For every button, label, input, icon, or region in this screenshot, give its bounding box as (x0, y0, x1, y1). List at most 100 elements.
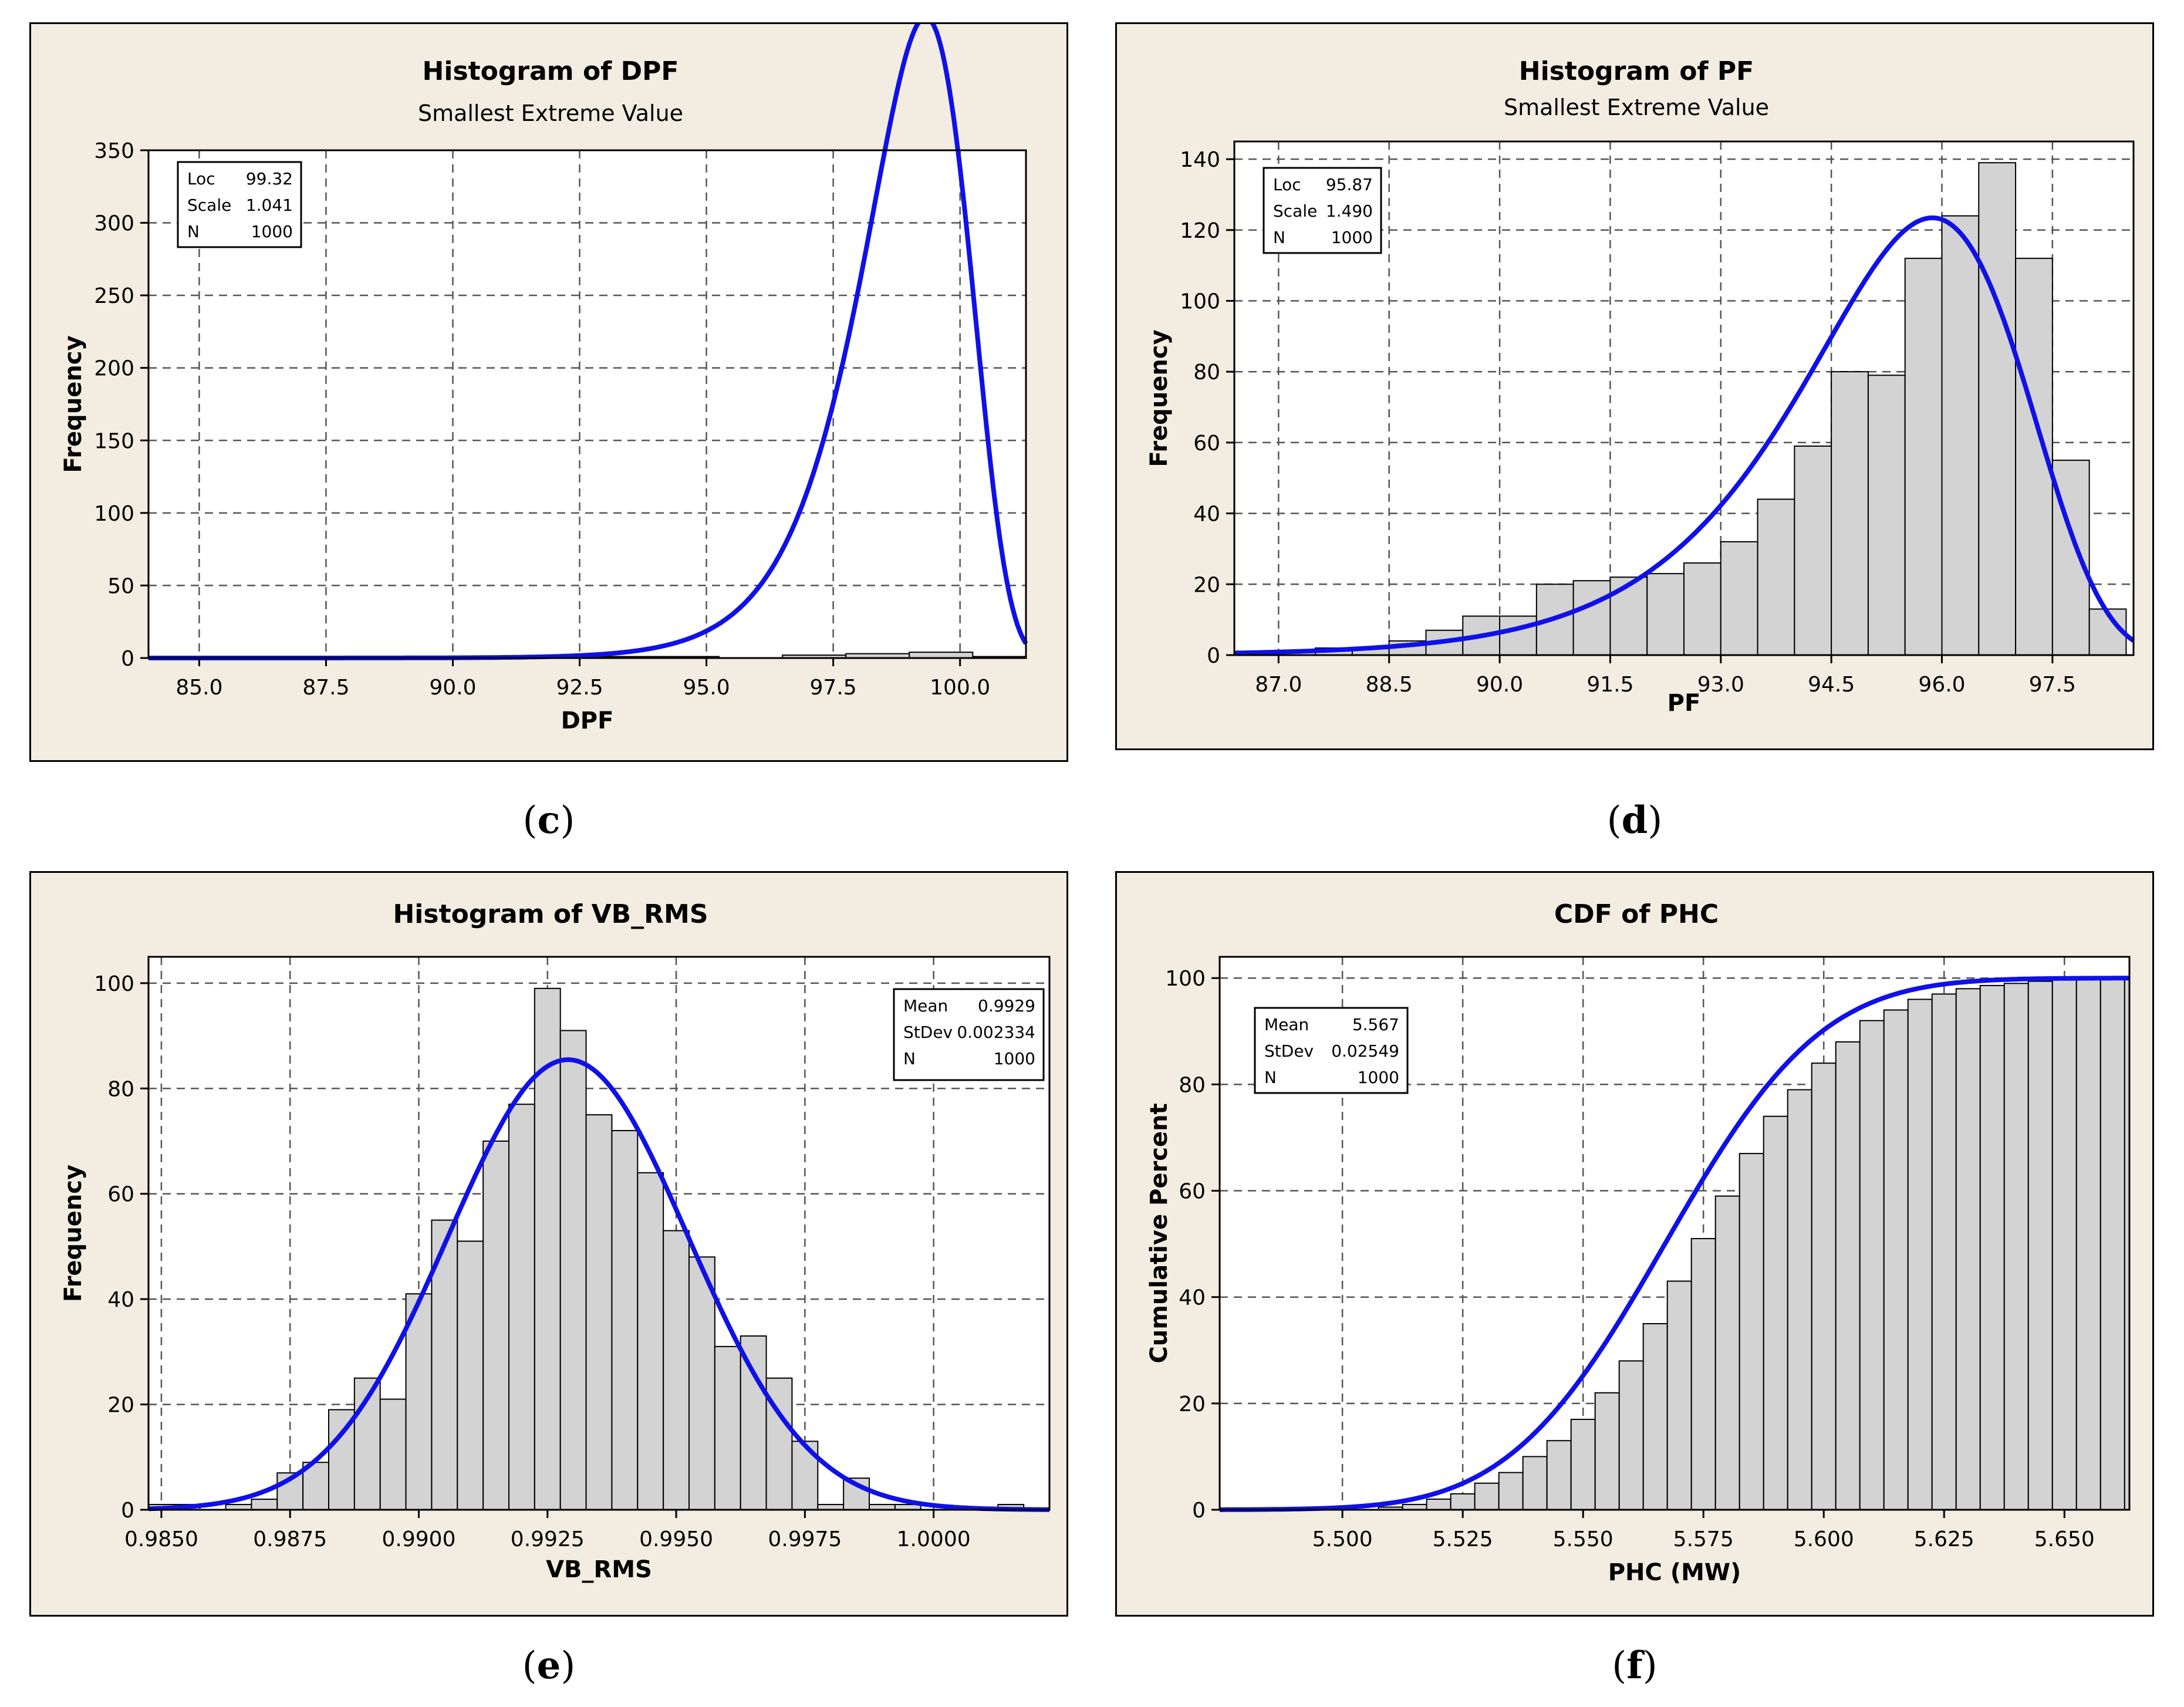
stats-label: StDev (903, 1023, 953, 1042)
histogram-bar (663, 1230, 690, 1510)
y-tick-label: 0 (1207, 644, 1220, 668)
y-tick-label: 0 (121, 1499, 134, 1523)
y-tick-label: 0 (121, 647, 134, 671)
histogram-bar (1978, 162, 2017, 656)
stats-value: 1000 (994, 1049, 1035, 1068)
x-tick-label: 96.0 (1918, 673, 1965, 697)
histogram-bar (1594, 1392, 1620, 1510)
fitted-curve (148, 1057, 1050, 1512)
x-axis-label: PF (1667, 690, 1701, 717)
histogram-bar (1683, 562, 1721, 656)
x-tick-label: 97.5 (2029, 673, 2076, 697)
x-tick-label: 0.9950 (639, 1527, 713, 1551)
stats-label: N (1264, 1068, 1277, 1087)
chart-title: Histogram of PF (1519, 56, 1754, 86)
stats-label: Mean (903, 996, 948, 1016)
caption-f-letter: f (1626, 1644, 1643, 1688)
histogram-bar (1907, 998, 1933, 1510)
y-tick-label: 40 (107, 1288, 134, 1312)
y-tick-label: 250 (94, 284, 134, 308)
histogram-bar (637, 1172, 664, 1511)
y-tick-label: 100 (94, 502, 134, 526)
histogram-bar (1609, 576, 1648, 656)
chart-subtitle: Smallest Extreme Value (1504, 95, 1769, 120)
panel-f: CDF of PHC 5.500 5.525 5.550 5.575 5.600 5.625… (1115, 871, 2154, 1617)
y-tick-label: 20 (1179, 1392, 1206, 1416)
y-tick-label: 80 (1179, 1073, 1206, 1097)
x-tick-label: 85.0 (175, 676, 222, 700)
stats-value: 1.490 (1326, 201, 1373, 221)
histogram-bar (405, 1293, 433, 1511)
caption-e: (e) (522, 1644, 576, 1688)
x-tick-label: 0.9975 (768, 1527, 842, 1551)
y-tick-label: 350 (94, 139, 134, 163)
y-tick-label: 20 (107, 1394, 134, 1418)
x-tick-label: 5.625 (1914, 1527, 1974, 1551)
x-tick-label: 88.5 (1366, 673, 1413, 697)
histogram-bar (1570, 1419, 1596, 1510)
x-tick-label: 0.9875 (253, 1527, 327, 1551)
histogram-bar (1859, 1020, 1885, 1510)
stats-value: 0.9929 (978, 996, 1035, 1016)
histogram-bar (1499, 615, 1537, 656)
plot-frame (1218, 956, 2131, 1511)
stats-value: 1.041 (246, 195, 293, 215)
histogram-bar (1883, 1009, 1909, 1511)
histogram-bar (1720, 541, 1758, 656)
chart-dpf-histogram: Histogram of DPF Smallest Extreme Value 85… (60, 24, 1028, 734)
histogram-bar (457, 1240, 484, 1510)
histogram-bar (1618, 1360, 1644, 1511)
histogram-bar (688, 1256, 715, 1510)
x-tick-label: 95.0 (683, 676, 730, 700)
histogram-bar (2099, 978, 2125, 1510)
y-tick-label: 100 (1180, 290, 1220, 314)
y-tick-label: 40 (1193, 502, 1220, 527)
x-tick-label: 0.9850 (124, 1527, 198, 1551)
histogram-bar (1757, 498, 1795, 656)
histogram-bar (1763, 1115, 1788, 1510)
histogram-bar (508, 1104, 535, 1510)
caption-c: (c) (522, 798, 575, 842)
caption-e-letter: e (536, 1644, 561, 1688)
y-axis-label: Frequency (60, 1165, 87, 1302)
histogram-bar (251, 1499, 278, 1510)
histogram-bar (2027, 980, 2053, 1510)
stats-value: 99.32 (246, 169, 293, 188)
x-tick-label: 5.500 (1312, 1527, 1373, 1551)
x-tick-label: 91.5 (1586, 673, 1633, 697)
fitted-curve (1219, 976, 2130, 1512)
y-tick-label: 150 (94, 429, 134, 453)
y-tick-label: 300 (94, 212, 134, 236)
y-axis-label: Frequency (1146, 329, 1173, 467)
y-tick-label: 60 (107, 1183, 134, 1207)
stats-box (1254, 1007, 1409, 1094)
histogram-bar (611, 1130, 639, 1510)
stats-value: 1000 (251, 222, 293, 241)
stats-value: 5.567 (1352, 1015, 1399, 1034)
histogram-bar (1955, 988, 1981, 1511)
histogram-bar (1979, 984, 2005, 1510)
chart-vb-rms-histogram: Histogram of VB_RMS 0.9850 0.9875 0.9900 0.9… (60, 899, 1051, 1583)
x-tick-label: 5.600 (1794, 1527, 1854, 1551)
histogram-bar (2075, 979, 2101, 1511)
y-tick-label: 80 (107, 1077, 134, 1101)
histogram-bar (714, 1345, 741, 1511)
x-tick-label: 90.0 (1476, 673, 1523, 697)
histogram-bar (482, 1141, 510, 1510)
stats-label: Scale (187, 195, 231, 215)
histogram-bar (559, 1030, 587, 1511)
x-tick-label: 87.5 (302, 676, 349, 700)
histogram-bar (1474, 1482, 1500, 1511)
stats-box (893, 988, 1045, 1081)
histogram-bar (1941, 215, 1980, 656)
y-axis-label: Cumulative Percent (1146, 1103, 1173, 1363)
chart-title: Histogram of DPF (423, 56, 679, 86)
panel-c: Histogram of DPF Smallest Extreme Value 85… (29, 22, 1068, 762)
y-tick-label: 120 (1180, 219, 1220, 243)
stats-box (1263, 167, 1382, 254)
histogram-bar (1739, 1153, 1764, 1510)
y-tick-label: 140 (1180, 148, 1220, 172)
histogram-bar (379, 1398, 407, 1510)
y-tick-label: 50 (107, 574, 134, 598)
x-tick-label: 5.550 (1553, 1527, 1613, 1551)
